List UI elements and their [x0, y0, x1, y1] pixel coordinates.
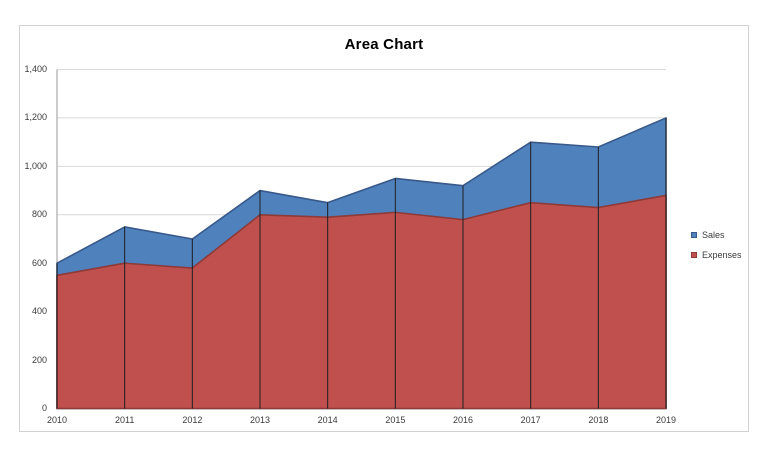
y-tick-label: 0: [41, 403, 47, 413]
x-tick-label: 2019: [655, 414, 677, 425]
legend-item-expenses[interactable]: Expenses: [691, 249, 742, 260]
y-tick-label: 200: [31, 354, 47, 365]
x-tick-label: 2012: [182, 414, 203, 425]
y-tick-label: 1,400: [24, 64, 47, 74]
area-series-expenses[interactable]: [56, 194, 667, 410]
legend-item-sales[interactable]: Sales: [691, 229, 742, 240]
chart-legend: Sales Expenses: [691, 229, 742, 260]
x-tick-label: 2017: [520, 414, 541, 425]
y-tick-label: 1,200: [24, 112, 47, 123]
y-tick-label: 600: [31, 257, 47, 268]
x-tick-label: 2016: [452, 414, 474, 425]
expenses-swatch-icon: [691, 251, 697, 258]
x-tick-label: 2018: [588, 414, 609, 425]
legend-label-sales: Sales: [702, 229, 725, 240]
legend-label-expenses: Expenses: [702, 249, 742, 260]
x-tick-label: 2010: [46, 414, 68, 425]
chart-title: Area Chart: [344, 36, 424, 53]
x-tick-label: 2015: [385, 414, 406, 425]
x-tick-label: 2014: [317, 414, 338, 425]
sales-swatch-icon: [691, 231, 697, 238]
y-tick-label: 400: [31, 306, 47, 317]
x-tick-label: 2013: [249, 414, 271, 425]
y-tick-label: 800: [31, 209, 47, 220]
x-tick-label: 2011: [114, 414, 135, 425]
y-tick-label: 1,000: [24, 160, 47, 171]
